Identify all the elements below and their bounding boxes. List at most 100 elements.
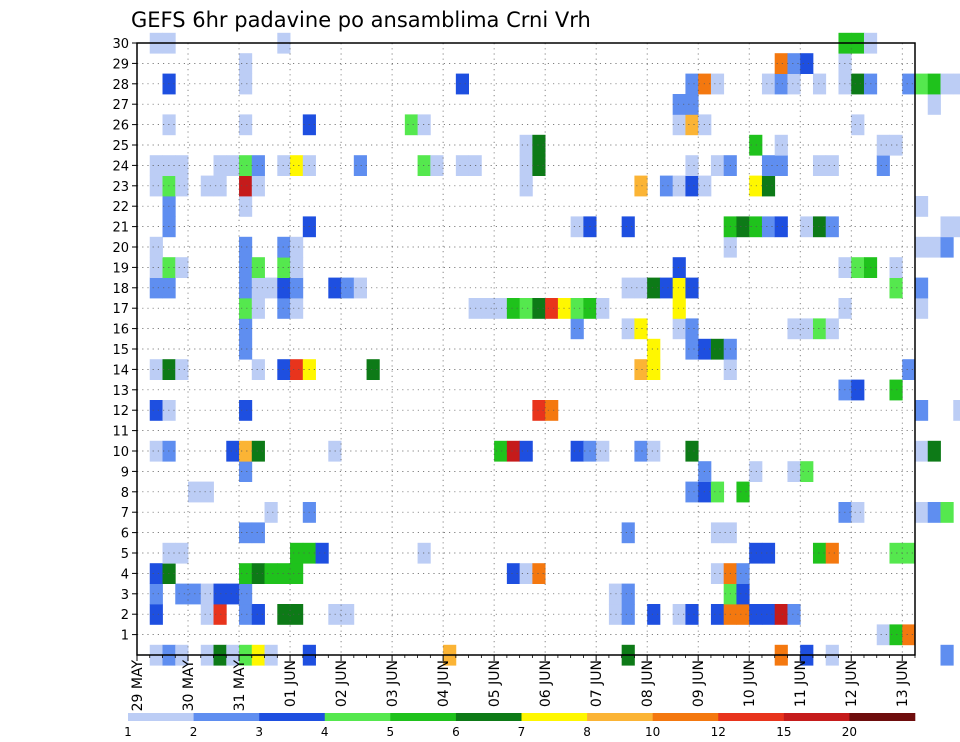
heatmap-cell bbox=[812, 155, 827, 176]
heatmap-cell bbox=[940, 502, 954, 523]
heatmap-cell bbox=[749, 216, 763, 238]
heatmap-cell bbox=[851, 73, 865, 95]
colorbar-label: 2 bbox=[190, 725, 198, 739]
heatmap-cell bbox=[149, 440, 163, 462]
heatmap-cell bbox=[927, 236, 941, 258]
colorbar: 1 2 3 4 5 6 7 8 10 12 15 20 bbox=[124, 713, 916, 739]
heatmap-cell bbox=[927, 440, 941, 462]
heatmap-cell bbox=[889, 379, 903, 401]
heatmap-cell bbox=[290, 563, 304, 584]
heatmap-cell bbox=[710, 338, 725, 360]
heatmap-cell bbox=[953, 400, 960, 421]
heatmap-cell bbox=[251, 359, 265, 380]
heatmap-cell bbox=[290, 155, 304, 176]
heatmap-cell bbox=[736, 604, 750, 625]
heatmap-cell bbox=[239, 236, 253, 258]
heatmap-cell bbox=[213, 583, 227, 605]
heatmap-cell bbox=[251, 277, 265, 299]
heatmap-cell bbox=[277, 155, 291, 176]
heatmap-cell bbox=[277, 277, 291, 299]
heatmap-cell bbox=[774, 53, 788, 74]
heatmap-cell bbox=[200, 481, 214, 503]
heatmap-cell bbox=[851, 114, 865, 136]
y-tick-label: 9 bbox=[121, 465, 129, 480]
heatmap-cell bbox=[175, 359, 189, 380]
heatmap-cell bbox=[915, 236, 929, 258]
heatmap-cell bbox=[749, 604, 763, 625]
colorbar-swatch bbox=[587, 713, 653, 721]
heatmap-cell bbox=[685, 604, 699, 625]
heatmap-cell bbox=[812, 216, 827, 238]
heatmap-cell bbox=[927, 94, 941, 115]
heatmap-cell bbox=[634, 277, 648, 299]
y-tick-label: 20 bbox=[112, 241, 129, 256]
heatmap-cell bbox=[761, 155, 776, 176]
heatmap-cell bbox=[341, 277, 355, 299]
heatmap-cell bbox=[876, 155, 890, 176]
heatmap-cell bbox=[710, 604, 725, 625]
colorbar-label: 15 bbox=[776, 725, 791, 739]
heatmap-cell bbox=[761, 73, 776, 95]
heatmap-cell bbox=[519, 440, 533, 462]
heatmap-cell bbox=[341, 604, 355, 625]
heatmap-cell bbox=[647, 604, 661, 625]
heatmap-cell bbox=[506, 298, 521, 319]
heatmap-cell bbox=[519, 175, 533, 197]
colorbar-label: 4 bbox=[321, 725, 329, 739]
heatmap-cell bbox=[672, 175, 686, 197]
heatmap-cell bbox=[685, 440, 699, 462]
x-tick-label: 11 JUN bbox=[793, 660, 809, 707]
x-tick-label: 04 JUN bbox=[436, 660, 452, 707]
heatmap-cell bbox=[251, 175, 265, 197]
colorbar-swatch bbox=[259, 713, 326, 721]
y-tick-label: 21 bbox=[112, 221, 129, 236]
heatmap-cell bbox=[290, 257, 304, 278]
heatmap-cell bbox=[596, 298, 610, 319]
heatmap-cell bbox=[570, 298, 584, 319]
y-tick-label: 5 bbox=[121, 547, 129, 562]
heatmap-cell bbox=[239, 604, 253, 625]
heatmap-cell bbox=[915, 277, 929, 299]
gridlines bbox=[137, 43, 915, 655]
heatmap-cell bbox=[251, 440, 265, 462]
heatmap-cell bbox=[953, 73, 960, 95]
heatmap-cell bbox=[481, 298, 495, 319]
colorbar-swatch bbox=[324, 713, 391, 721]
heatmap-cell bbox=[634, 359, 648, 380]
heatmap-cell bbox=[519, 155, 533, 176]
heatmap-cell bbox=[621, 604, 635, 625]
heatmap-cell bbox=[290, 298, 304, 319]
heatmap-cell bbox=[940, 236, 954, 258]
y-tick-label: 16 bbox=[112, 323, 129, 338]
heatmap-cell bbox=[787, 318, 801, 340]
heatmap-cell bbox=[672, 114, 686, 136]
y-tick-label: 24 bbox=[112, 159, 129, 174]
heatmap-cell bbox=[149, 583, 163, 605]
heatmap-cell bbox=[953, 216, 960, 238]
y-tick-label: 1 bbox=[121, 629, 129, 644]
heatmap-cell bbox=[251, 604, 265, 625]
colorbar-label: 12 bbox=[711, 725, 726, 739]
heatmap-cell bbox=[685, 94, 699, 115]
y-tick-label: 12 bbox=[112, 404, 129, 419]
heatmap-cell bbox=[506, 563, 521, 584]
colorbar-label: 10 bbox=[645, 725, 660, 739]
heatmap-cell bbox=[710, 522, 725, 544]
heatmap-cell bbox=[366, 359, 380, 380]
colorbar-label: 1 bbox=[124, 725, 132, 739]
colorbar-label: 8 bbox=[583, 725, 591, 739]
heatmap-cell bbox=[175, 542, 189, 564]
heatmap-cell bbox=[519, 563, 533, 584]
heatmap-cell bbox=[659, 277, 674, 299]
heatmap-cell bbox=[659, 175, 674, 197]
heatmap-cell bbox=[774, 216, 788, 238]
heatmap-cell bbox=[710, 481, 725, 503]
heatmap-cell bbox=[685, 114, 699, 136]
heatmap-cell bbox=[239, 196, 253, 217]
heatmap-cell bbox=[915, 73, 929, 95]
heatmap-cells bbox=[149, 32, 960, 666]
heatmap-cell bbox=[277, 604, 291, 625]
heatmap-cell bbox=[736, 481, 750, 503]
heatmap-cell bbox=[812, 542, 827, 564]
y-tick-label: 17 bbox=[112, 302, 129, 317]
